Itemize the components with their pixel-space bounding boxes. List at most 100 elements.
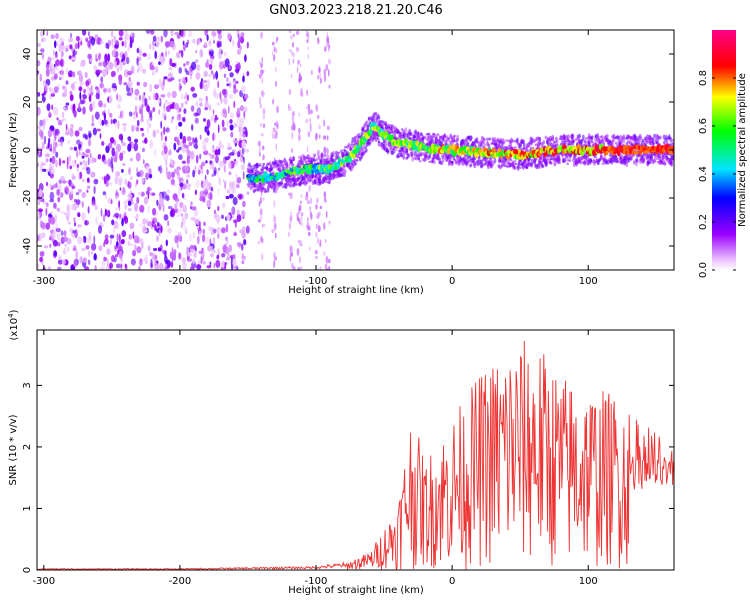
noise-blob <box>183 108 187 114</box>
noise-blob <box>190 86 195 92</box>
spectrogram-y-axis-label: Frequency (Hz) <box>8 112 19 188</box>
noise-blob <box>139 204 145 213</box>
noise-blob <box>51 230 57 238</box>
ridge-halo <box>544 135 548 140</box>
noise-blob <box>109 238 112 245</box>
ridge-halo <box>541 164 545 169</box>
noise-blob <box>224 156 230 161</box>
x-tick-label: -200 <box>169 576 192 587</box>
ridge-halo <box>601 138 605 143</box>
noise-blob <box>306 30 308 37</box>
noise-blob <box>128 70 134 74</box>
noise-blob <box>98 100 103 108</box>
ridge-halo <box>642 157 646 163</box>
noise-blob <box>290 73 293 79</box>
noise-blob <box>202 229 205 234</box>
noise-blob <box>169 251 174 260</box>
noise-blob <box>163 145 168 155</box>
noise-blob <box>148 168 152 175</box>
noise-blob <box>217 232 220 239</box>
ridge-halo <box>270 186 274 190</box>
noise-blob <box>220 112 224 117</box>
noise-blob <box>237 33 240 42</box>
noise-blob <box>107 109 111 115</box>
noise-blob <box>168 50 170 55</box>
noise-blob <box>235 64 239 69</box>
noise-blob <box>228 105 230 114</box>
noise-blob <box>145 172 150 181</box>
noise-blob <box>39 31 45 37</box>
ridge-halo <box>605 134 609 138</box>
noise-blob <box>191 206 197 211</box>
noise-blob <box>178 78 181 83</box>
noise-blob <box>79 71 82 78</box>
noise-blob <box>78 150 81 156</box>
ridge-halo <box>266 167 269 171</box>
noise-blob <box>39 251 45 257</box>
ridge-point <box>430 143 435 151</box>
noise-blob <box>102 191 107 196</box>
noise-blob <box>169 40 175 48</box>
noise-blob <box>146 53 152 60</box>
noise-blob <box>145 165 150 172</box>
noise-blob <box>49 236 52 241</box>
noise-blob <box>118 207 121 211</box>
noise-blob <box>78 86 83 92</box>
noise-blob <box>49 199 55 203</box>
noise-blob <box>72 103 76 112</box>
noise-blob <box>69 165 72 170</box>
ridge-halo <box>600 135 604 139</box>
noise-blob <box>189 244 194 250</box>
ridge-point <box>447 148 451 155</box>
ridge-halo <box>639 136 643 141</box>
noise-blob <box>38 129 44 137</box>
noise-blob <box>137 62 143 72</box>
noise-blob <box>95 86 99 90</box>
ridge-halo <box>320 152 324 158</box>
noise-blob <box>39 220 43 228</box>
colorbar-tick-label: 0.6 <box>698 118 709 134</box>
noise-blob <box>92 157 97 163</box>
noise-blob <box>96 40 99 45</box>
noise-blob <box>226 214 231 221</box>
noise-blob <box>229 119 233 124</box>
noise-blob <box>297 216 300 222</box>
noise-blob <box>163 214 169 221</box>
noise-blob <box>171 90 177 99</box>
ridge-halo <box>326 154 330 161</box>
noise-blob <box>189 233 192 242</box>
noise-blob <box>124 178 127 186</box>
noise-blob <box>89 103 93 112</box>
noise-blob <box>163 30 168 38</box>
noise-blob <box>109 234 115 239</box>
noise-blob <box>95 92 99 100</box>
ridge-point <box>513 148 519 155</box>
noise-blob <box>57 133 60 141</box>
ridge-point <box>448 145 454 150</box>
ridge-halo <box>386 149 390 155</box>
noise-blob <box>297 59 300 65</box>
noise-blob <box>149 140 154 149</box>
noise-blob <box>200 164 203 170</box>
noise-blob <box>77 224 82 228</box>
noise-blob <box>105 66 108 72</box>
noise-blob <box>68 73 72 78</box>
noise-blob <box>288 30 292 34</box>
noise-blob <box>182 262 187 270</box>
noise-blob <box>95 58 99 62</box>
noise-blob <box>103 112 106 121</box>
noise-blob <box>222 202 226 208</box>
noise-blob <box>132 249 137 257</box>
noise-blob <box>91 200 97 206</box>
noise-blob <box>301 221 303 227</box>
noise-blob <box>323 250 326 257</box>
noise-blob <box>86 185 91 189</box>
noise-blob <box>123 82 128 86</box>
noise-blob <box>150 30 155 35</box>
noise-blob <box>79 61 85 68</box>
noise-blob <box>273 260 276 268</box>
noise-blob <box>236 176 242 184</box>
noise-blob <box>199 102 203 107</box>
noise-blob <box>53 73 58 80</box>
noise-blob <box>218 60 224 70</box>
